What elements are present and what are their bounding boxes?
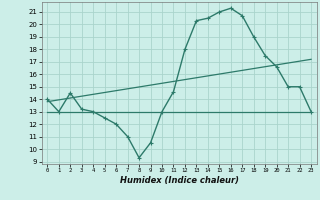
X-axis label: Humidex (Indice chaleur): Humidex (Indice chaleur) <box>120 176 239 185</box>
